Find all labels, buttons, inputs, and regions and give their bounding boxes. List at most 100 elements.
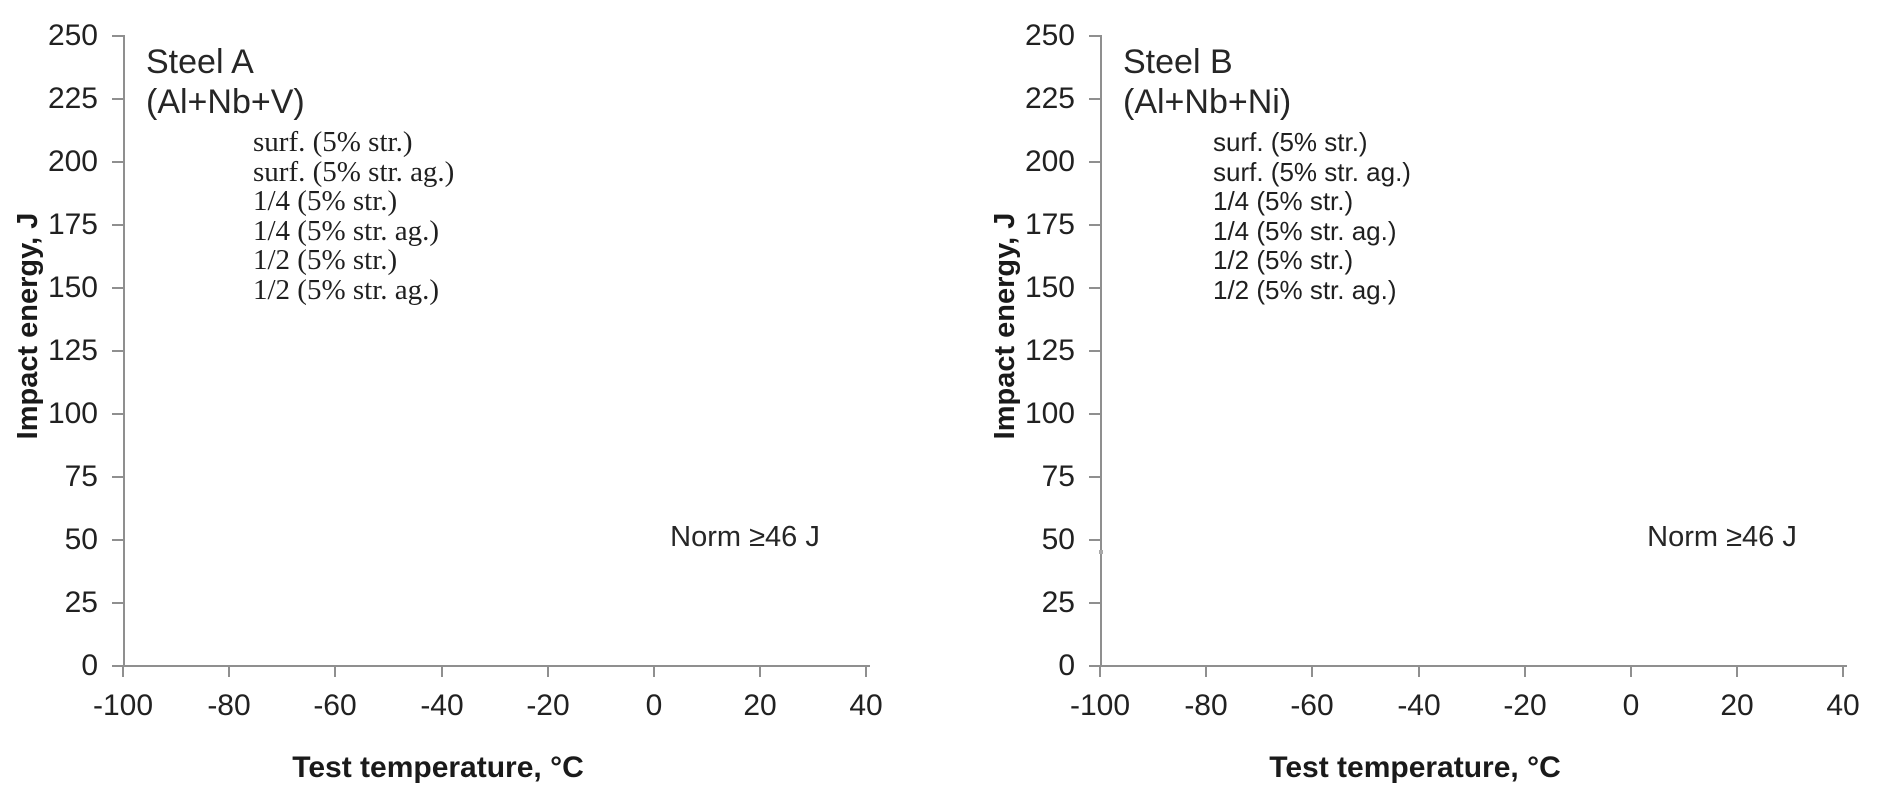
legend-item: surf. (5% str.) <box>253 126 413 158</box>
x-tick-label: -60 <box>1290 689 1334 722</box>
x-tick-label: -100 <box>92 689 154 722</box>
y-tick-mark <box>112 476 123 478</box>
x-tick-label: -100 <box>1069 689 1131 722</box>
y-tick-mark <box>112 413 123 415</box>
y-tick-label: 125 <box>1024 334 1075 367</box>
x-tick-mark <box>1842 666 1844 677</box>
x-tick-label: 40 <box>849 689 883 722</box>
legend: surf. (5% str.) surf. (5% str. ag.) 1/4 … <box>1213 127 1411 306</box>
y-tick-label: 0 <box>81 649 98 682</box>
y-tick-label: 225 <box>1024 82 1075 115</box>
y-tick-label: 75 <box>64 460 98 493</box>
x-tick-label: -80 <box>207 689 251 722</box>
y-tick-label: 25 <box>64 586 98 619</box>
y-tick-mark <box>112 98 123 100</box>
legend-item: 1/2 (5% str.) <box>1213 245 1354 276</box>
x-tick-label: -80 <box>1184 689 1228 722</box>
chart-steel-a: Steel A (Al+Nb+V) surf. (5% str.) surf. … <box>0 0 944 805</box>
x-tick-mark <box>1630 666 1632 677</box>
x-tick-label: 0 <box>1622 689 1640 722</box>
x-tick-mark <box>122 666 124 677</box>
y-tick-mark <box>1089 413 1100 415</box>
legend-item: 1/2 (5% str.) <box>253 244 398 277</box>
y-tick-label: 100 <box>1024 397 1075 430</box>
y-tick-mark <box>1089 476 1100 478</box>
legend-item: 1/4 (5% str. ag.) <box>253 214 440 247</box>
x-tick-label: -20 <box>1503 689 1547 722</box>
x-tick-mark <box>653 666 655 677</box>
chart-title-line1: Steel B <box>1123 43 1233 81</box>
y-tick-mark <box>112 350 123 352</box>
y-axis-line <box>1100 35 1102 667</box>
y-tick-mark <box>1089 287 1100 289</box>
x-axis-title: Test temperature, °C <box>292 751 584 784</box>
y-tick-mark <box>112 161 123 163</box>
y-tick-label: 150 <box>47 271 98 304</box>
legend-item: surf. (5% str. ag.) <box>253 155 455 188</box>
y-tick-label: 75 <box>1041 460 1075 493</box>
x-tick-label: 20 <box>1720 689 1754 722</box>
chart-title: Steel B (Al+Nb+Ni) <box>1123 42 1291 122</box>
y-tick-mark <box>1089 665 1100 667</box>
y-tick-label: 250 <box>47 19 98 52</box>
y-tick-mark <box>1089 350 1100 352</box>
y-tick-label: 175 <box>1024 208 1075 241</box>
chart-steel-b: Steel B (Al+Nb+Ni) surf. (5% str.) surf.… <box>977 0 1889 805</box>
chart-title: Steel A (Al+Nb+V) <box>146 42 305 122</box>
x-tick-mark <box>228 666 230 677</box>
y-tick-mark <box>1089 161 1100 163</box>
x-axis-line <box>1100 665 1847 667</box>
x-tick-mark <box>334 666 336 677</box>
x-tick-mark <box>865 666 867 677</box>
legend-item: 1/2 (5% str. ag.) <box>253 273 440 306</box>
y-tick-label: 50 <box>1041 523 1075 556</box>
y-tick-mark <box>1089 98 1100 100</box>
x-tick-mark <box>759 666 761 677</box>
legend-item: 1/4 (5% str.) <box>253 185 398 218</box>
legend-item: 1/4 (5% str.) <box>1213 186 1354 217</box>
legend-item: surf. (5% str. ag.) <box>1213 156 1411 187</box>
y-tick-label: 175 <box>47 208 98 241</box>
norm-annotation: Norm ≥46 J <box>670 521 820 553</box>
y-tick-label: 225 <box>47 82 98 115</box>
x-tick-label: 40 <box>1826 689 1860 722</box>
y-tick-label: 125 <box>47 334 98 367</box>
stray-mark <box>1099 550 1103 554</box>
x-tick-label: 20 <box>743 689 777 722</box>
x-tick-mark <box>441 666 443 677</box>
y-tick-label: 150 <box>1024 271 1075 304</box>
y-tick-label: 100 <box>47 397 98 430</box>
x-axis-line <box>123 665 870 667</box>
y-tick-mark <box>1089 602 1100 604</box>
y-tick-label: 50 <box>64 523 98 556</box>
y-tick-mark <box>112 35 123 37</box>
y-tick-mark <box>112 602 123 604</box>
legend: surf. (5% str.) surf. (5% str. ag.) 1/4 … <box>253 126 455 306</box>
chart-title-line1: Steel A <box>146 43 254 81</box>
y-tick-mark <box>112 539 123 541</box>
x-tick-mark <box>1418 666 1420 677</box>
y-tick-mark <box>112 224 123 226</box>
x-axis-title: Test temperature, °C <box>1269 751 1561 784</box>
x-tick-label: -60 <box>313 689 357 722</box>
y-tick-label: 25 <box>1041 586 1075 619</box>
chart-title-line2: (Al+Nb+V) <box>146 83 305 121</box>
y-tick-mark <box>1089 224 1100 226</box>
y-tick-label: 200 <box>47 145 98 178</box>
x-tick-mark <box>547 666 549 677</box>
y-tick-label: 0 <box>1058 649 1075 682</box>
y-tick-mark <box>112 287 123 289</box>
x-tick-label: 0 <box>645 689 663 722</box>
x-tick-label: -40 <box>1397 689 1441 722</box>
y-tick-label: 200 <box>1024 145 1075 178</box>
y-tick-mark <box>1089 539 1100 541</box>
y-tick-mark <box>1089 35 1100 37</box>
y-axis-line <box>123 35 125 667</box>
norm-annotation: Norm ≥46 J <box>1647 521 1797 553</box>
x-tick-mark <box>1205 666 1207 677</box>
chart-title-line2: (Al+Nb+Ni) <box>1123 83 1292 121</box>
x-tick-mark <box>1311 666 1313 677</box>
x-tick-label: -40 <box>420 689 464 722</box>
x-tick-mark <box>1524 666 1526 677</box>
